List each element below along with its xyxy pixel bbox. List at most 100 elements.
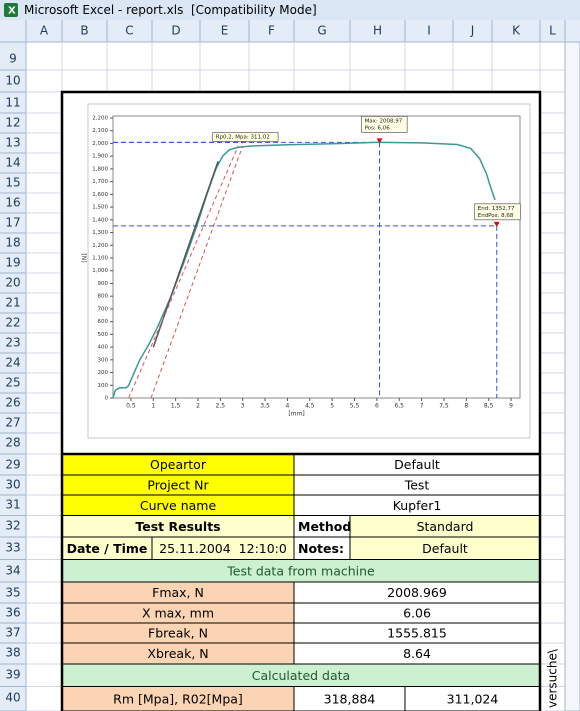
cell-text: 311,024: [447, 691, 499, 706]
row-header: 28: [5, 436, 20, 450]
x-tick-label: 7: [420, 403, 424, 410]
y-tick-label: 1,900: [92, 154, 108, 160]
excel-icon-glyph: X: [8, 6, 16, 17]
window-title: Microsoft Excel - report.xls [Compatibil…: [24, 3, 317, 17]
x-tick-label: 3,5: [260, 403, 270, 410]
annotation-box: [212, 132, 279, 142]
cell-text: 2008.969: [387, 585, 447, 600]
row-header: 26: [5, 396, 20, 410]
cell-text: Opeartor: [150, 457, 207, 472]
y-tick-label: 2,100: [92, 128, 108, 134]
data-line: [128, 145, 239, 399]
cell-text: 25.11.2004 12:10:0: [159, 541, 287, 556]
report-border: [60, 90, 542, 711]
cell-text: Fmax, N: [152, 585, 204, 600]
x-axis-label: [mm]: [288, 411, 304, 418]
cell-text: Test Results: [135, 519, 220, 534]
cell-text: Date / Time: [67, 541, 148, 556]
y-tick-label: 400: [98, 345, 109, 351]
cell-text: Default: [394, 457, 440, 472]
x-tick-label: 1: [151, 403, 155, 410]
cell-text: Kupfer1: [393, 498, 442, 513]
cell-text: Test data from machine: [226, 563, 375, 578]
row-header: 20: [5, 276, 20, 290]
cell-text: Calculated data: [252, 668, 350, 683]
column-header: C: [125, 24, 133, 38]
column-header: B: [80, 24, 88, 38]
y-tick-label: 2,200: [92, 116, 108, 122]
data-line: [112, 141, 496, 399]
cell-text: Xbreak, N: [147, 646, 208, 661]
row-header: 32: [5, 519, 20, 533]
row-header: 21: [5, 296, 20, 310]
row-header: 33: [5, 541, 20, 555]
row-header: 31: [5, 498, 20, 512]
y-tick-label: 1,100: [92, 256, 108, 262]
row-header: 36: [5, 606, 20, 620]
cell-text: 318,884: [324, 691, 376, 706]
column-header: J: [470, 24, 475, 38]
y-tick-label: 300: [98, 357, 109, 363]
y-tick-label: 200: [98, 370, 109, 376]
annotation-text: Pos: 6,06: [365, 125, 391, 131]
row-header: 9: [9, 52, 17, 66]
cell-text: 6.06: [403, 606, 431, 621]
table-cell: [293, 686, 406, 711]
row-header: 13: [5, 136, 20, 150]
row-header: 18: [5, 236, 20, 250]
y-tick-label: 0: [105, 396, 109, 402]
cell-text: Project Nr: [147, 478, 209, 493]
row-header: 37: [5, 626, 20, 640]
cell-text: Method:: [298, 519, 356, 534]
annotation-marker: [493, 221, 500, 227]
table-cell: [61, 686, 295, 711]
row-header: 16: [5, 196, 20, 210]
x-tick-label: 7,5: [439, 403, 449, 410]
excel-icon: [4, 3, 18, 17]
x-tick-label: 4,5: [305, 403, 315, 410]
row-header: 10: [5, 74, 20, 88]
row-header: 11: [5, 96, 20, 110]
row-header: 38: [5, 646, 20, 660]
column-header: K: [512, 24, 521, 38]
annotation-box: [361, 116, 408, 133]
column-header: L: [549, 24, 556, 38]
sheet-tab: versuche\: [546, 648, 560, 708]
y-tick-label: 1,700: [92, 179, 108, 185]
annotation-marker: [376, 138, 383, 144]
row-header: 30: [5, 478, 20, 492]
y-tick-label: 1,200: [92, 243, 108, 249]
row-header: 12: [5, 116, 20, 130]
y-tick-label: 2,000: [92, 141, 108, 147]
cell-text: Standard: [417, 519, 474, 534]
row-header: 15: [5, 176, 20, 190]
row-header: 14: [5, 156, 20, 170]
x-tick-label: 8: [464, 403, 468, 410]
x-tick-label: 2,5: [216, 403, 226, 410]
y-tick-label: 100: [98, 383, 109, 389]
row-header: 23: [5, 336, 20, 350]
cell-text: Notes:: [298, 541, 344, 556]
row-header: 39: [5, 668, 20, 682]
x-tick-label: 9: [509, 403, 513, 410]
data-line: [152, 161, 219, 348]
y-tick-label: 1,500: [92, 205, 108, 211]
column-header: H: [373, 24, 382, 38]
row-header: 35: [5, 586, 20, 600]
annotation-text: Max: 2008,97: [365, 118, 403, 124]
y-tick-label: 1,600: [92, 192, 108, 198]
y-tick-label: 1,300: [92, 230, 108, 236]
row-header: 40: [5, 691, 20, 705]
table-cell: [404, 686, 541, 711]
row-header: 29: [5, 458, 20, 472]
y-tick-label: 1,400: [92, 217, 108, 223]
cell-text: 1555.815: [387, 626, 447, 641]
x-tick-label: 2: [196, 403, 200, 410]
x-tick-label: 1,5: [171, 403, 181, 410]
column-header-bar: [0, 20, 580, 42]
data-line: [150, 145, 244, 399]
x-tick-label: 6,5: [394, 403, 404, 410]
x-tick-label: 5,5: [350, 403, 360, 410]
y-tick-label: 800: [98, 294, 109, 300]
y-tick-label: 600: [98, 319, 109, 325]
